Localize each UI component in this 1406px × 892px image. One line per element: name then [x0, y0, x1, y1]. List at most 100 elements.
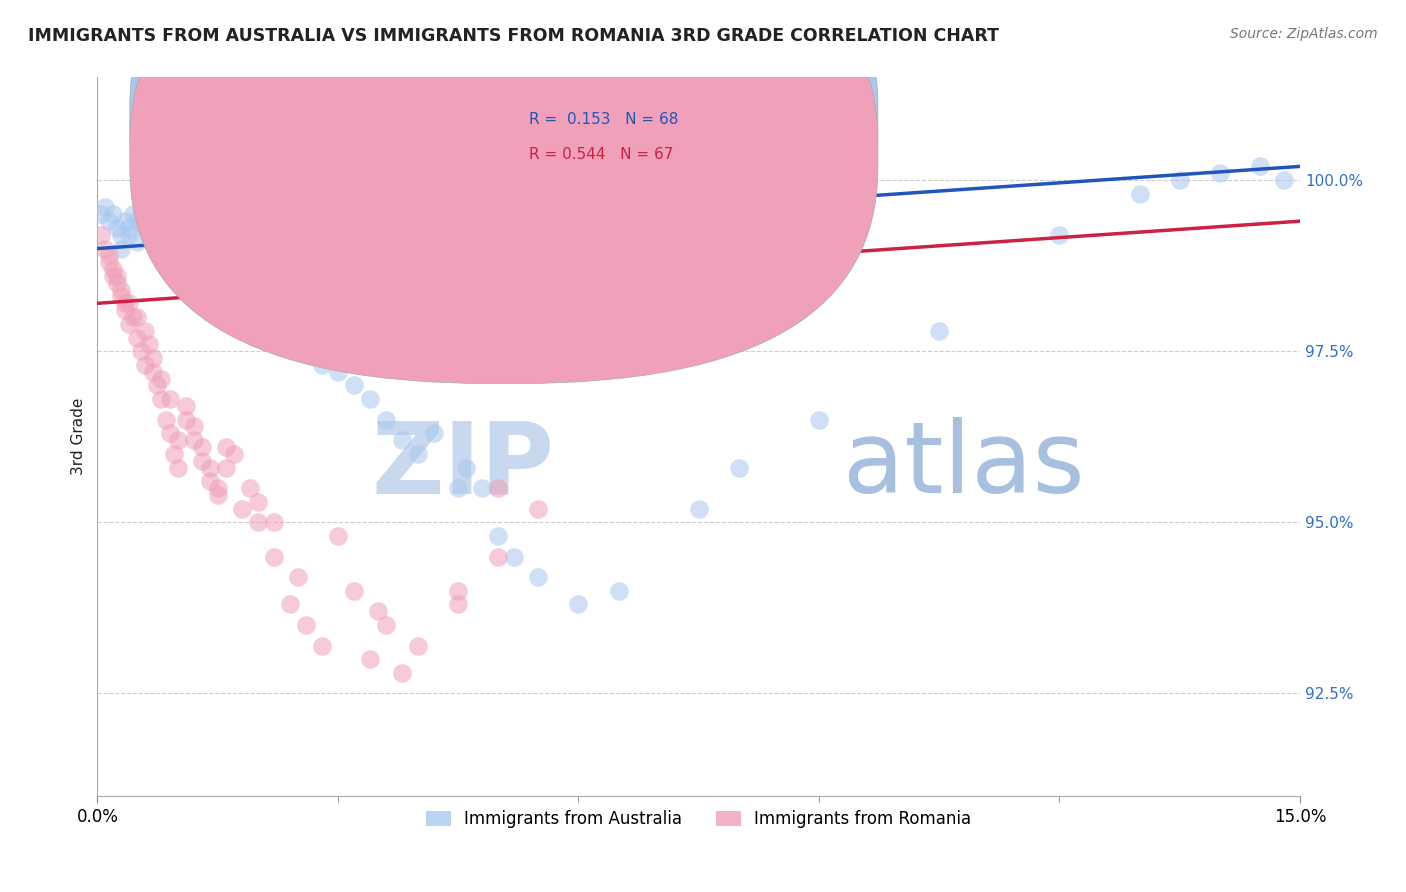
- Point: [406, 639, 429, 653]
- Point: [343, 378, 366, 392]
- Point: [295, 618, 318, 632]
- Point: [1272, 173, 1295, 187]
- Point: [114, 296, 136, 310]
- FancyBboxPatch shape: [129, 0, 877, 349]
- Point: [359, 652, 381, 666]
- Point: [391, 665, 413, 680]
- Point: [118, 296, 141, 310]
- Point: [503, 549, 526, 564]
- Point: [138, 227, 160, 242]
- Point: [406, 447, 429, 461]
- Point: [134, 221, 156, 235]
- Point: [162, 255, 184, 269]
- Y-axis label: 3rd Grade: 3rd Grade: [72, 398, 86, 475]
- Point: [131, 344, 153, 359]
- Point: [150, 227, 173, 242]
- Point: [110, 227, 132, 242]
- Point: [131, 214, 153, 228]
- Point: [159, 242, 181, 256]
- Point: [174, 399, 197, 413]
- Point: [207, 481, 229, 495]
- Point: [142, 235, 165, 249]
- Point: [105, 221, 128, 235]
- Point: [103, 207, 125, 221]
- Point: [114, 303, 136, 318]
- Point: [155, 412, 177, 426]
- Point: [103, 268, 125, 283]
- Point: [127, 235, 149, 249]
- Point: [1249, 160, 1271, 174]
- Point: [263, 317, 285, 331]
- Point: [190, 454, 212, 468]
- Point: [198, 460, 221, 475]
- Point: [150, 371, 173, 385]
- Point: [214, 276, 236, 290]
- Point: [98, 214, 121, 228]
- Point: [928, 324, 950, 338]
- Point: [391, 433, 413, 447]
- Point: [150, 392, 173, 406]
- Point: [170, 235, 193, 249]
- Point: [103, 262, 125, 277]
- Legend: Immigrants from Australia, Immigrants from Romania: Immigrants from Australia, Immigrants fr…: [419, 803, 979, 835]
- Text: IMMIGRANTS FROM AUSTRALIA VS IMMIGRANTS FROM ROMANIA 3RD GRADE CORRELATION CHART: IMMIGRANTS FROM AUSTRALIA VS IMMIGRANTS …: [28, 27, 1000, 45]
- Point: [174, 412, 197, 426]
- Point: [1129, 186, 1152, 201]
- Point: [214, 460, 236, 475]
- Point: [90, 227, 112, 242]
- Point: [246, 495, 269, 509]
- Point: [311, 358, 333, 372]
- Point: [162, 447, 184, 461]
- Text: R =  0.153   N = 68: R = 0.153 N = 68: [529, 112, 679, 127]
- Point: [359, 392, 381, 406]
- Point: [174, 242, 197, 256]
- Point: [183, 262, 205, 277]
- Point: [246, 516, 269, 530]
- Point: [214, 440, 236, 454]
- Point: [527, 570, 550, 584]
- Point: [166, 235, 188, 249]
- Point: [142, 351, 165, 365]
- Point: [447, 598, 470, 612]
- Point: [127, 214, 149, 228]
- Point: [486, 529, 509, 543]
- Point: [183, 419, 205, 434]
- Point: [146, 221, 169, 235]
- Point: [114, 214, 136, 228]
- Point: [110, 289, 132, 303]
- Point: [375, 618, 398, 632]
- Point: [131, 201, 153, 215]
- Point: [246, 296, 269, 310]
- Point: [311, 639, 333, 653]
- Point: [471, 481, 494, 495]
- Point: [155, 248, 177, 262]
- Point: [110, 283, 132, 297]
- Point: [190, 255, 212, 269]
- Text: Source: ZipAtlas.com: Source: ZipAtlas.com: [1230, 27, 1378, 41]
- Point: [166, 460, 188, 475]
- Point: [688, 501, 710, 516]
- Point: [190, 440, 212, 454]
- Point: [146, 242, 169, 256]
- Point: [94, 242, 117, 256]
- Point: [607, 583, 630, 598]
- Point: [134, 324, 156, 338]
- Point: [567, 598, 589, 612]
- Point: [239, 289, 262, 303]
- Point: [187, 262, 209, 277]
- Point: [239, 481, 262, 495]
- Point: [98, 248, 121, 262]
- Point: [166, 433, 188, 447]
- Text: atlas: atlas: [844, 417, 1084, 514]
- Point: [183, 433, 205, 447]
- Point: [118, 317, 141, 331]
- Point: [94, 201, 117, 215]
- Point: [1209, 166, 1232, 180]
- Point: [295, 344, 318, 359]
- Point: [287, 570, 309, 584]
- Point: [1049, 227, 1071, 242]
- Point: [159, 392, 181, 406]
- Point: [142, 365, 165, 379]
- Point: [278, 598, 301, 612]
- Point: [222, 262, 245, 277]
